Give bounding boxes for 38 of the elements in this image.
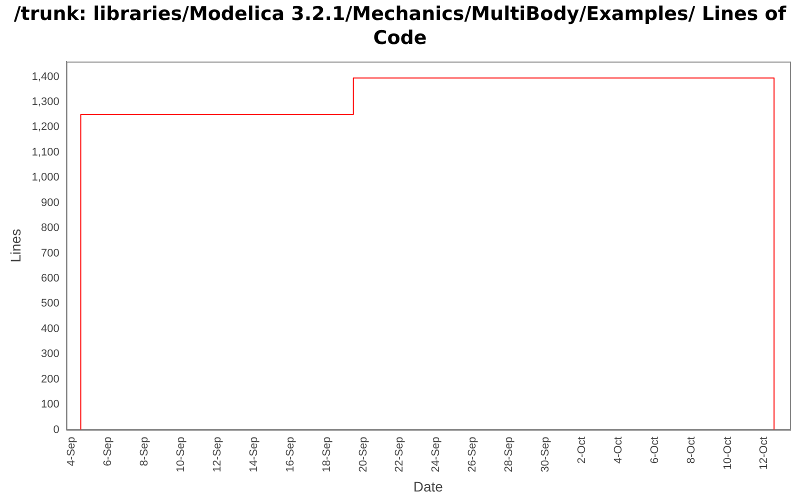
y-tick-label: 1,000 [32, 172, 60, 184]
x-tick-label: 16-Sep [284, 436, 296, 472]
y-tick-label: 1,200 [32, 121, 60, 134]
x-tick-label: 6-Oct [648, 436, 661, 464]
y-tick-label: 900 [40, 196, 60, 209]
y-tick-label: 600 [40, 272, 60, 284]
x-tick-label: 4-Oct [612, 436, 624, 464]
y-tick-label: 1,400 [32, 70, 60, 83]
y-tick-label: 200 [40, 373, 60, 386]
x-tick-label: 10-Oct [722, 436, 734, 470]
x-axis-title: Date [413, 478, 444, 494]
x-tick-label: 12-Sep [211, 436, 224, 472]
x-tick-label: 8-Oct [685, 436, 698, 464]
x-tick-label: 12-Oct [758, 436, 770, 470]
x-tick-label: 2-Oct [576, 436, 588, 464]
x-tick-label: 30-Sep [540, 436, 552, 472]
y-tick-label: 300 [40, 348, 60, 360]
x-tick-label: 20-Sep [357, 436, 370, 472]
y-tick-label: 0 [53, 424, 60, 436]
y-tick-label: 1,300 [32, 96, 60, 108]
x-tick-label: 24-Sep [430, 436, 442, 472]
y-tick-label: 1,100 [32, 146, 60, 158]
y-tick-label: 100 [40, 398, 60, 411]
chart-title: /trunk: libraries/Modelica 3.2.1/Mechanics/MultiBody/Examples/ Lines of Code [12, 2, 788, 51]
y-tick-label: 800 [40, 222, 60, 234]
y-tick-label: 700 [40, 247, 60, 260]
x-tick-label: 22-Sep [394, 436, 406, 472]
x-tick-label: 4-Sep [66, 436, 78, 466]
x-tick-label: 28-Sep [503, 436, 516, 472]
x-tick-label: 8-Sep [138, 436, 151, 466]
x-tick-label: 18-Sep [320, 436, 333, 472]
y-tick-label: 400 [40, 322, 60, 335]
y-tick-label: 500 [40, 298, 60, 310]
x-tick-label: 6-Sep [102, 436, 114, 466]
x-tick-label: 26-Sep [466, 436, 479, 472]
x-tick-label: 14-Sep [248, 436, 260, 472]
x-tick-label: 10-Sep [175, 436, 188, 472]
y-axis-title: Lines [7, 228, 24, 262]
